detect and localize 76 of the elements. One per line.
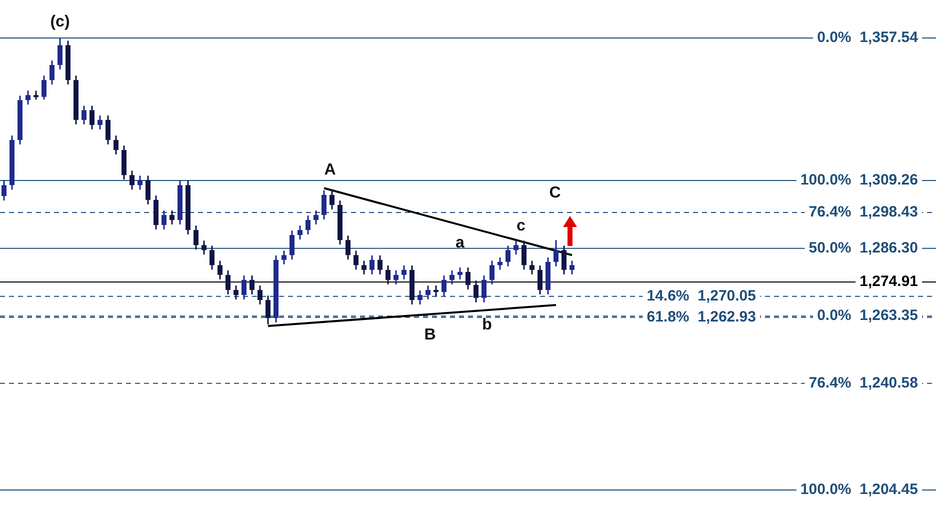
candlestick [290,230,294,260]
candlestick [570,260,574,276]
ref-line-label: 76.4% 1,240.58 [808,374,918,392]
candlestick [138,174,142,190]
candlestick [370,254,374,276]
ref-line-label: 0.0% 1,357.54 [817,29,919,46]
candlestick [394,270,398,286]
candlestick [538,264,542,296]
annotation: b [482,316,492,334]
candlestick [562,244,566,276]
candlestick [306,214,310,236]
candlestick [522,240,526,270]
candlestick [218,260,222,280]
candlestick [258,284,262,306]
candlestick [146,174,150,206]
candlestick [402,264,406,280]
annotation: c [516,217,526,234]
candlestick [434,284,438,298]
candlestick [474,280,478,304]
candlestick [210,244,214,270]
candlestick [386,264,390,286]
candlestick [266,294,270,326]
candlestick [82,104,86,126]
candlestick [170,210,174,226]
candlestick [426,284,430,300]
candlestick [346,234,350,260]
candlestick [106,114,110,146]
candlestick [26,90,30,106]
annotation: a [456,234,465,252]
candlestick [514,240,518,256]
text: (c) [50,13,70,30]
ref-line-label: 100.0% 1,204.45 [800,481,918,498]
ref-line-label: 100.0% 1,309.26 [800,172,918,189]
candlestick [378,254,382,276]
candlestick [298,224,302,240]
candlestick [498,256,502,270]
annotation: A [324,161,336,178]
candlestick [98,114,102,130]
candlestick [2,180,6,202]
ref-line-label: 61.8% 1,262.93 [646,308,756,326]
candlestick [314,210,318,226]
candlestick [330,190,334,210]
candlestick [466,266,470,290]
ref-line-label: 50.0% 1,286.30 [808,239,918,256]
candlestick [114,134,118,156]
candlestick [130,170,134,190]
candlestick [506,244,510,268]
candlestick [226,270,230,296]
candlestick [418,290,422,306]
candlestick [490,260,494,286]
candlestick [162,210,166,230]
candlestick [202,240,206,256]
candlestick [250,274,254,296]
candlestick [322,190,326,220]
candlestick [482,274,486,304]
candlestick [242,274,246,300]
candlestick [362,260,366,276]
candlestick [90,104,94,130]
annotation: C [549,184,562,202]
candlestick [554,239,558,268]
candlestick [234,284,238,300]
candlestick [458,266,462,280]
ref-line-label: 76.4% 1,298.43 [808,204,918,221]
ref-line-label: 14.6% 1,270.05 [646,287,756,304]
candlestick [50,60,54,86]
ref-line-label: 0.0% 1,263.35 [817,307,918,324]
candlestick [42,74,46,100]
candlestick [442,274,446,298]
ref-line-label: 1,274.91 [860,273,918,290]
candlestick [282,250,286,266]
candlestick [530,260,534,276]
candlestick [194,224,198,250]
candlestick [354,250,358,270]
annotation: B [424,326,436,344]
candlestick [450,270,454,286]
candlestick [58,37,62,70]
